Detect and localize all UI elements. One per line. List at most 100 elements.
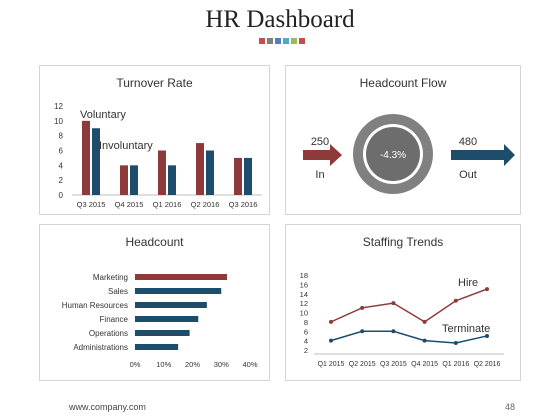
decor-square xyxy=(267,38,273,44)
x-tick-label: Q1 2016 xyxy=(153,200,182,209)
y-tick-label: 4 xyxy=(304,337,308,346)
x-tick-label: Q2 2016 xyxy=(191,200,220,209)
staffing-trends-title: Staffing Trends xyxy=(362,235,444,249)
page-number: 48 xyxy=(505,402,516,412)
in-arrow-icon xyxy=(303,144,342,166)
terminate-point xyxy=(485,333,489,338)
y-tick-label: 2 xyxy=(304,346,308,355)
terminate-point xyxy=(422,338,427,343)
x-tick-label: Q3 2015 xyxy=(77,200,106,209)
x-tick-label: 10% xyxy=(156,360,171,369)
headcount-title: Headcount xyxy=(125,235,184,249)
y-tick-label: 10 xyxy=(300,309,308,318)
x-tick-label: 30% xyxy=(214,360,229,369)
involuntary-bar xyxy=(244,157,252,195)
out-label: Out xyxy=(459,169,477,181)
category-label: Administrations xyxy=(73,343,128,352)
headcount-bar xyxy=(135,344,179,350)
headcount-panel: Headcount Marketing Sales Human Resources F… xyxy=(39,224,270,381)
headcount-flow-panel: Headcount Flow 250 In -4.3% 480 Out xyxy=(285,65,521,215)
decor-square xyxy=(259,38,265,44)
headcount-bar xyxy=(135,288,222,294)
y-tick-label: 0 xyxy=(59,191,64,200)
hire-line xyxy=(330,288,488,323)
x-tick-label: Q3 2016 xyxy=(229,200,258,209)
x-tick-label: Q4 2015 xyxy=(115,200,144,209)
decor-square xyxy=(275,38,281,44)
hire-point xyxy=(485,287,489,292)
out-arrow-icon xyxy=(451,144,515,166)
terminate-point xyxy=(391,329,396,334)
footer-url[interactable]: www.company.com xyxy=(69,402,146,412)
hire-label: Hire xyxy=(458,277,478,289)
hire-point xyxy=(453,298,458,303)
net-change-value: -4.3% xyxy=(380,150,406,161)
hire-point xyxy=(422,319,427,324)
y-tick-label: 10 xyxy=(54,117,63,126)
x-tick-label: 20% xyxy=(185,360,200,369)
y-tick-label: 8 xyxy=(304,318,308,327)
y-tick-label: 12 xyxy=(300,299,308,308)
involuntary-bar xyxy=(130,165,138,195)
y-tick-label: 8 xyxy=(59,132,64,141)
headcount-bar xyxy=(135,330,190,336)
category-label: Operations xyxy=(89,329,128,338)
turnover-rate-chart: Voluntary Involuntary 0 2 4 6 8 10 12 Q3 2015 Q4… xyxy=(54,102,262,209)
terminate-line xyxy=(330,330,488,344)
in-value: 250 xyxy=(311,136,329,148)
terminate-label: Terminate xyxy=(442,323,490,335)
involuntary-bar xyxy=(168,165,176,195)
voluntary-bar xyxy=(120,165,128,195)
involuntary-bar xyxy=(92,128,100,195)
out-value: 480 xyxy=(459,136,477,148)
x-tick-label: Q3 2015 xyxy=(380,361,407,368)
x-tick-label: Q1 2016 xyxy=(442,361,469,368)
voluntary-bar xyxy=(82,120,90,195)
page-title: HR Dashboard xyxy=(205,6,355,33)
terminate-point xyxy=(453,340,458,345)
y-tick-label: 18 xyxy=(300,271,308,280)
category-label: Sales xyxy=(108,287,128,296)
headcount-bar xyxy=(135,274,227,280)
y-tick-label: 6 xyxy=(304,327,308,336)
turnover-rate-title: Turnover Rate xyxy=(116,76,193,90)
decor-square xyxy=(291,38,297,44)
voluntary-bar xyxy=(196,143,204,195)
voluntary-bar xyxy=(234,157,242,195)
x-tick-label: Q4 2015 xyxy=(411,361,438,368)
involuntary-label: Involuntary xyxy=(99,140,153,152)
y-tick-label: 4 xyxy=(59,161,64,170)
terminate-point xyxy=(329,338,333,343)
voluntary-label: Voluntary xyxy=(80,109,126,121)
staffing-trends-panel: Staffing Trends Hire Terminate 2 4 6 8 10 12 1… xyxy=(285,224,521,381)
y-tick-label: 16 xyxy=(300,280,308,289)
headcount-chart: Marketing Sales Human Resources Finance Oper… xyxy=(62,273,258,369)
voluntary-bar xyxy=(158,150,166,195)
flow-ring-inner xyxy=(366,127,420,181)
in-label: In xyxy=(315,169,324,181)
headcount-bar xyxy=(135,302,207,308)
turnover-rate-panel: Turnover Rate Voluntary Involuntary 0 2 4 6… xyxy=(39,65,270,215)
x-tick-label: 0% xyxy=(130,360,141,369)
headcount-bar xyxy=(135,316,199,322)
y-tick-label: 12 xyxy=(54,102,63,111)
hire-point xyxy=(360,305,365,310)
decor-square xyxy=(299,38,305,44)
headcount-flow-graphic: 250 In -4.3% 480 Out xyxy=(303,114,515,194)
category-label: Human Resources xyxy=(62,301,128,310)
hire-point xyxy=(391,301,396,306)
headcount-flow-title: Headcount Flow xyxy=(359,76,447,90)
terminate-point xyxy=(360,329,365,334)
x-tick-label: Q1 2015 xyxy=(318,361,345,368)
involuntary-bar xyxy=(206,150,214,195)
y-tick-label: 6 xyxy=(59,147,64,156)
y-tick-label: 14 xyxy=(300,290,308,299)
decor-square xyxy=(283,38,289,44)
category-label: Finance xyxy=(100,315,129,324)
category-label: Marketing xyxy=(93,273,128,282)
hire-point xyxy=(329,319,333,324)
x-tick-label: Q2 2015 xyxy=(349,361,376,368)
y-tick-label: 2 xyxy=(59,176,64,185)
x-tick-label: 40% xyxy=(242,360,257,369)
